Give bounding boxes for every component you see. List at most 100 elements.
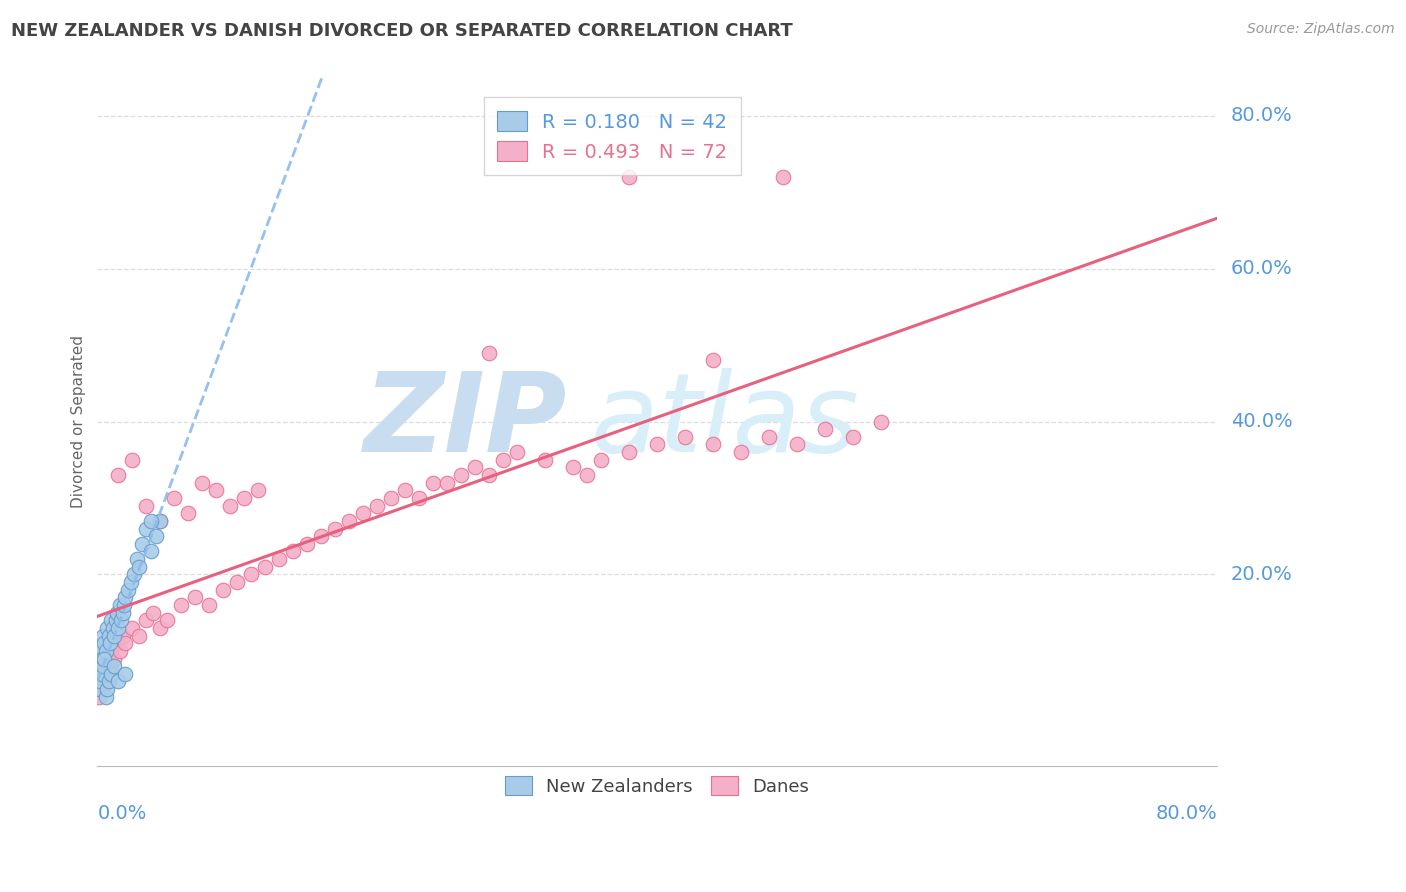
Point [702,353,724,368]
Point [562,460,585,475]
Point [97,674,120,689]
Point [366,499,388,513]
Point [125,552,148,566]
Point [111,629,134,643]
Point [247,483,270,498]
Text: NEW ZEALANDER VS DANISH DIVORCED OR SEPARATED CORRELATION CHART: NEW ZEALANDER VS DANISH DIVORCED OR SEPA… [11,22,793,40]
Point [93,651,115,665]
Point [673,430,696,444]
Point [534,452,557,467]
Point [131,537,153,551]
Point [114,666,136,681]
Point [98,659,121,673]
Point [297,537,319,551]
Point [91,629,114,643]
Point [87,682,110,697]
Point [121,452,143,467]
Point [233,491,256,505]
Point [107,621,129,635]
Point [730,445,752,459]
Point [139,514,162,528]
Point [94,674,117,689]
Text: 20.0%: 20.0% [1230,565,1292,584]
Text: 60.0%: 60.0% [1230,259,1292,278]
Point [184,591,207,605]
Point [870,415,893,429]
Text: ZIP: ZIP [364,368,568,475]
Point [177,506,200,520]
Point [337,514,360,528]
Point [110,613,132,627]
Point [139,544,162,558]
Point [269,552,291,566]
Point [323,522,346,536]
Point [478,345,501,359]
Point [212,582,235,597]
Point [94,644,117,658]
Point [89,674,111,689]
Point [107,674,129,689]
Text: Source: ZipAtlas.com: Source: ZipAtlas.com [1247,22,1395,37]
Point [170,598,193,612]
Point [105,606,128,620]
Point [90,682,112,697]
Point [101,621,124,635]
Point [283,544,305,558]
Point [93,636,115,650]
Point [436,475,458,490]
Point [758,430,780,444]
Point [96,682,118,697]
Point [94,690,117,704]
Point [149,514,172,528]
Point [128,559,150,574]
Point [114,591,136,605]
Point [450,468,472,483]
Point [108,598,131,612]
Point [219,499,242,513]
Point [408,491,430,505]
Point [145,529,167,543]
Point [100,666,122,681]
Point [128,629,150,643]
Point [117,582,139,597]
Point [135,522,157,536]
Point [422,475,444,490]
Point [149,621,172,635]
Point [120,575,142,590]
Text: 0.0%: 0.0% [97,805,146,823]
Point [645,437,668,451]
Point [191,475,214,490]
Point [87,690,110,704]
Point [352,506,374,520]
Point [135,499,157,513]
Point [87,659,110,673]
Point [121,621,143,635]
Point [135,613,157,627]
Point [103,659,125,673]
Point [89,644,111,658]
Legend: New Zealanders, Danes: New Zealanders, Danes [496,767,818,805]
Point [772,169,794,184]
Point [114,636,136,650]
Point [91,659,114,673]
Point [112,598,135,612]
Point [97,629,120,643]
Point [91,666,114,681]
Point [103,651,125,665]
Point [96,651,118,665]
Point [814,422,837,436]
Point [97,666,120,681]
Point [786,437,808,451]
Point [149,514,172,528]
Point [617,445,640,459]
Point [591,452,613,467]
Text: 80.0%: 80.0% [1156,805,1218,823]
Point [380,491,402,505]
Text: atlas: atlas [591,368,859,475]
Point [100,644,122,658]
Point [478,468,501,483]
Point [103,629,125,643]
Y-axis label: Divorced or Separated: Divorced or Separated [72,335,86,508]
Point [394,483,416,498]
Point [90,666,112,681]
